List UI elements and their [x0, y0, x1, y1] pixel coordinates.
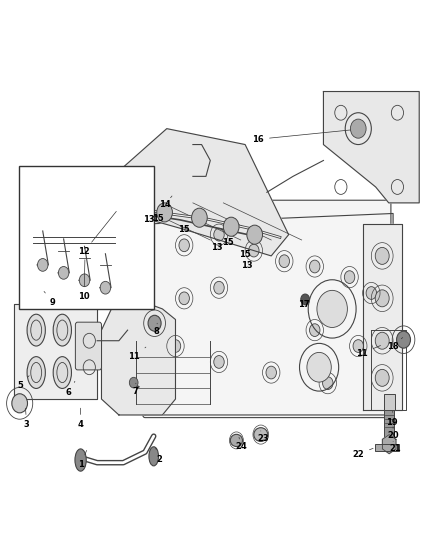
Circle shape [249, 244, 259, 257]
Text: 5: 5 [18, 376, 29, 390]
Ellipse shape [53, 357, 71, 389]
Circle shape [279, 255, 290, 268]
Text: 19: 19 [385, 411, 397, 427]
Circle shape [214, 228, 224, 241]
Circle shape [191, 208, 207, 227]
Polygon shape [102, 293, 176, 415]
Circle shape [344, 271, 355, 284]
Text: 11: 11 [356, 345, 381, 358]
Text: 13: 13 [143, 215, 155, 224]
Text: 17: 17 [298, 300, 310, 309]
Text: 2: 2 [156, 448, 162, 464]
Ellipse shape [75, 449, 86, 471]
Circle shape [375, 247, 389, 264]
Circle shape [375, 369, 389, 386]
Circle shape [322, 377, 333, 390]
Text: 15: 15 [239, 251, 251, 260]
Circle shape [214, 356, 224, 368]
Text: 4: 4 [78, 408, 84, 429]
FancyBboxPatch shape [75, 322, 102, 370]
Text: 22: 22 [353, 448, 373, 459]
Circle shape [107, 193, 122, 213]
Text: 13: 13 [241, 262, 253, 270]
Text: 18: 18 [387, 337, 403, 351]
Bar [384, 394, 395, 410]
Circle shape [317, 290, 347, 327]
Ellipse shape [27, 314, 46, 346]
Text: 23: 23 [257, 431, 269, 443]
Text: 12: 12 [78, 212, 117, 256]
Text: 15: 15 [178, 225, 190, 234]
Circle shape [214, 281, 224, 294]
Ellipse shape [27, 357, 46, 389]
Text: 9: 9 [44, 292, 56, 306]
Circle shape [375, 332, 389, 349]
Text: 8: 8 [153, 323, 159, 336]
Circle shape [266, 366, 276, 379]
Ellipse shape [254, 427, 268, 441]
Circle shape [170, 340, 181, 352]
Text: 14: 14 [159, 196, 172, 209]
Circle shape [310, 324, 320, 336]
Circle shape [179, 239, 189, 252]
Circle shape [129, 377, 138, 388]
Circle shape [247, 225, 262, 244]
Text: 24: 24 [235, 437, 247, 451]
Circle shape [148, 316, 161, 331]
Bar [385, 410, 394, 439]
Circle shape [100, 281, 111, 294]
Polygon shape [382, 434, 396, 454]
Text: 10: 10 [78, 260, 90, 301]
Text: 13: 13 [211, 243, 223, 252]
Circle shape [366, 287, 377, 300]
Circle shape [353, 340, 364, 352]
Bar [19, 166, 154, 309]
Circle shape [12, 394, 28, 413]
Circle shape [375, 290, 389, 307]
Circle shape [157, 203, 173, 222]
Circle shape [301, 294, 310, 305]
Circle shape [307, 352, 331, 382]
Circle shape [179, 292, 189, 305]
Circle shape [350, 119, 366, 138]
Ellipse shape [53, 314, 71, 346]
Polygon shape [363, 224, 402, 410]
Text: 1: 1 [78, 450, 87, 469]
Circle shape [79, 274, 90, 287]
FancyBboxPatch shape [143, 200, 391, 418]
Text: 11: 11 [128, 347, 146, 361]
Circle shape [38, 259, 48, 271]
Circle shape [58, 266, 69, 279]
Text: 7: 7 [133, 383, 138, 395]
Ellipse shape [230, 434, 243, 447]
Polygon shape [323, 92, 419, 203]
Circle shape [223, 217, 239, 236]
Ellipse shape [149, 447, 159, 466]
Text: 6: 6 [66, 381, 75, 397]
Text: 3: 3 [24, 408, 29, 429]
Polygon shape [145, 214, 393, 415]
Text: 15: 15 [222, 238, 233, 247]
Text: 15: 15 [152, 214, 164, 223]
Text: 21: 21 [390, 441, 402, 454]
Text: 20: 20 [387, 426, 399, 440]
Polygon shape [14, 304, 97, 399]
Circle shape [310, 260, 320, 273]
Text: 16: 16 [252, 130, 350, 144]
Circle shape [396, 331, 410, 348]
Bar [375, 444, 399, 451]
Polygon shape [119, 128, 289, 256]
